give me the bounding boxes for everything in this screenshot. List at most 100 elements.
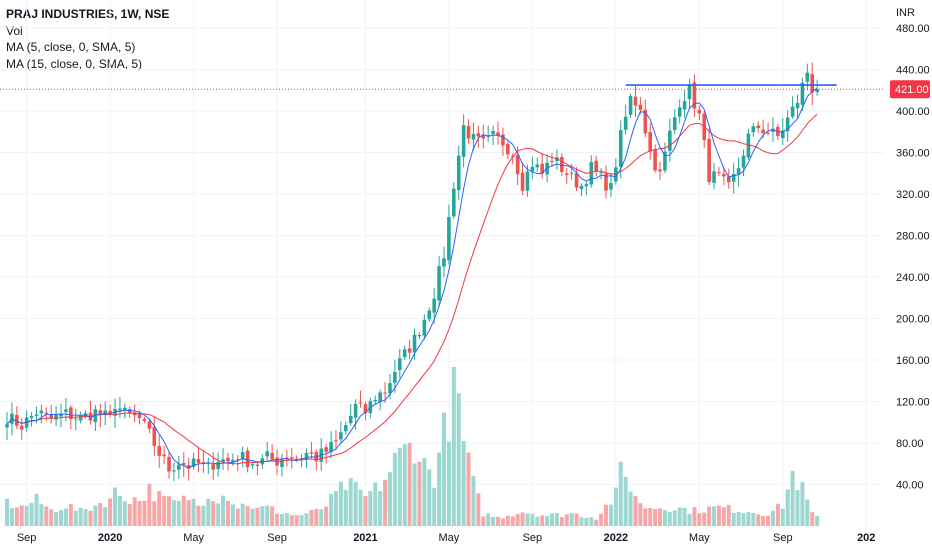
volume-bar [594, 519, 599, 526]
volume-bar [113, 487, 118, 526]
time-axis[interactable]: Sep 2020 May Sep 2021 May Sep 2022 May Sep 202 [0, 526, 932, 550]
candle-up [329, 441, 333, 452]
volume-bar [589, 517, 594, 526]
volume-bar [810, 512, 815, 526]
candle-down [152, 427, 157, 446]
volume-bar [397, 447, 402, 526]
volume-bar [491, 516, 496, 526]
volume-bar [618, 461, 623, 526]
time-tick-label: May [183, 532, 204, 544]
volume-bar [662, 510, 667, 526]
volume-bar [746, 512, 751, 526]
candle-up [525, 171, 530, 191]
volume-bar [422, 458, 427, 526]
volume-bar [191, 498, 196, 526]
legend-ma15: MA (15, close, 0, SMA, 5) [6, 56, 143, 71]
candle-up [113, 409, 117, 416]
candle-down [49, 414, 53, 419]
legend-symbol: PRAJ INDUSTRIES, 1W, NSE [6, 7, 170, 21]
volume-bar [270, 506, 275, 526]
candle-up [172, 470, 176, 472]
volume-bar [230, 504, 235, 526]
candle-up [250, 464, 255, 466]
volume-bar [275, 513, 280, 526]
legend-vol: Vol [6, 23, 23, 38]
volume-bar [677, 507, 682, 526]
volume-bar [181, 495, 186, 526]
volume-bar [441, 412, 446, 526]
volume-bar [49, 509, 54, 526]
volume-bar [741, 513, 746, 526]
price-tick-label: 40.00 [896, 480, 924, 492]
volume-bar [132, 497, 137, 526]
candle-down [520, 172, 525, 191]
candle-up [353, 403, 358, 418]
volume-bar [186, 500, 191, 526]
volume-bar [284, 513, 289, 526]
volume-bar [68, 504, 73, 526]
volume-bar [785, 489, 790, 526]
candle-up [609, 183, 613, 190]
candle-up [265, 451, 270, 457]
volume-bar [687, 513, 692, 526]
candle-up [751, 126, 756, 133]
price-axis[interactable]: INR 40.00 80.00 120.00 160.00 200.00 240.00 280… [884, 0, 932, 550]
candle-up [427, 310, 432, 320]
volume-bar [451, 366, 456, 526]
volume-bar [78, 507, 83, 526]
volume-bar [648, 507, 653, 526]
candle-up [795, 103, 800, 109]
price-tick-label: 320.00 [896, 189, 930, 201]
candle-up [486, 134, 490, 137]
candle-down [226, 457, 230, 462]
volume-bar [137, 500, 142, 526]
volume-bar [314, 508, 319, 526]
volume-bar [304, 513, 309, 526]
candle-down [255, 464, 260, 467]
volume-bar [702, 512, 707, 526]
volume-bar [294, 515, 299, 526]
volume-bar [638, 503, 643, 526]
volume-bar [147, 483, 152, 526]
volume-bar [672, 510, 677, 526]
candle-down [108, 411, 112, 415]
candle-up [569, 172, 574, 174]
candle-down [722, 173, 726, 177]
volume-bar [461, 441, 466, 526]
grid-lines [0, 0, 884, 526]
volume-bar [569, 513, 574, 526]
moving-averages [6, 87, 818, 469]
volume-bar [103, 507, 108, 526]
volume-bar [446, 441, 451, 526]
legend-ma5: MA (5, close, 0, SMA, 5) [6, 40, 136, 54]
volume-bar [628, 491, 633, 526]
volume-bar [716, 505, 721, 526]
candle-down [132, 412, 137, 416]
candle-up [746, 133, 751, 158]
volume-bar [216, 503, 221, 526]
candle-up [530, 166, 535, 172]
volume-bar [24, 505, 29, 526]
candle-down [604, 173, 608, 191]
volume-bar [152, 501, 157, 526]
volume-bar [525, 513, 530, 526]
candle-up [78, 415, 83, 421]
volume-bar [579, 517, 584, 526]
candle-down [717, 172, 721, 174]
volume-bar [358, 489, 363, 526]
volume-bar [780, 508, 785, 526]
candle-up [442, 258, 446, 267]
candle-up [432, 298, 436, 313]
candle-down [270, 452, 274, 459]
candle-down [501, 134, 505, 146]
volume-bar [127, 504, 132, 526]
candle-down [15, 414, 19, 426]
volume-bar [505, 515, 510, 526]
volume-bar [731, 512, 736, 526]
volume-bar [54, 512, 59, 526]
volume-bar [117, 495, 122, 526]
volume-bar [162, 496, 167, 526]
candle-up [59, 413, 63, 417]
time-tick-label: 2021 [353, 532, 377, 544]
